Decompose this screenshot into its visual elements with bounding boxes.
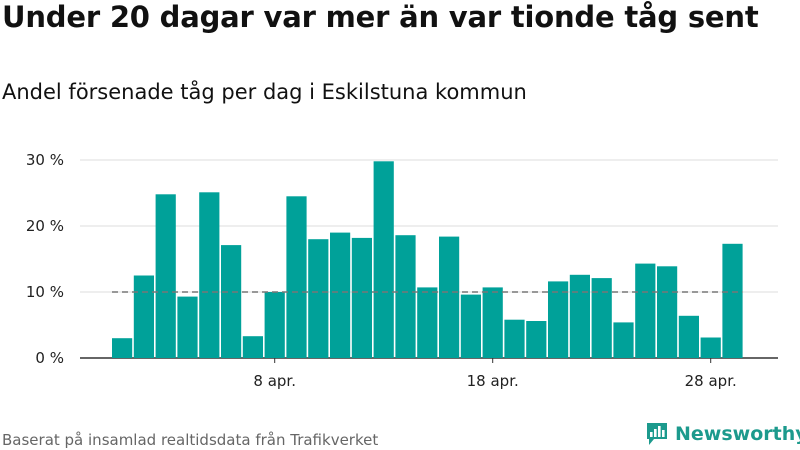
bar bbox=[526, 321, 547, 358]
bar bbox=[373, 161, 394, 358]
chart-subtitle: Andel försenade tåg per dag i Eskilstuna… bbox=[2, 80, 527, 104]
bar bbox=[221, 245, 242, 358]
bar bbox=[308, 239, 329, 358]
bar-chart: 0 % 10 % 20 % 30 % 8 apr. 18 apr. 28 apr. bbox=[26, 151, 778, 390]
y-tick-label: 10 % bbox=[26, 283, 64, 301]
source-note: Baserat på insamlad realtidsdata från Tr… bbox=[2, 431, 379, 449]
bar bbox=[700, 337, 721, 358]
x-axis-ticks: 8 apr. 18 apr. 28 apr. bbox=[253, 358, 737, 390]
y-tick-label: 0 % bbox=[35, 349, 64, 367]
x-tick-label: 8 apr. bbox=[253, 372, 296, 390]
brand-name: Newsworthy bbox=[675, 423, 800, 445]
bar bbox=[395, 235, 416, 358]
bar bbox=[504, 319, 525, 358]
y-tick-label: 30 % bbox=[26, 151, 64, 169]
bar bbox=[112, 338, 133, 358]
bar bbox=[657, 266, 678, 358]
bar bbox=[199, 192, 220, 358]
chart-title: Under 20 dagar var mer än var tionde tåg… bbox=[2, 0, 759, 34]
newsworthy-logo-icon bbox=[647, 423, 667, 445]
bar bbox=[417, 287, 438, 358]
bar bbox=[591, 278, 612, 358]
bar bbox=[569, 274, 590, 358]
y-axis-ticks: 0 % 10 % 20 % 30 % bbox=[26, 151, 64, 367]
y-tick-label: 20 % bbox=[26, 217, 64, 235]
bar bbox=[635, 263, 656, 358]
bar bbox=[330, 232, 351, 358]
x-tick-label: 28 apr. bbox=[685, 372, 737, 390]
bar bbox=[264, 292, 285, 358]
bar bbox=[177, 296, 198, 358]
bar bbox=[722, 243, 743, 358]
bar bbox=[133, 275, 154, 358]
bar bbox=[155, 194, 176, 358]
bar bbox=[548, 281, 569, 358]
bar bbox=[482, 287, 503, 358]
newsworthy-brand[interactable]: Newsworthy bbox=[645, 420, 800, 448]
bar bbox=[613, 322, 634, 358]
bar bbox=[460, 294, 481, 358]
x-tick-label: 18 apr. bbox=[467, 372, 519, 390]
bar bbox=[678, 315, 699, 358]
bar bbox=[439, 236, 460, 358]
bars bbox=[112, 161, 743, 358]
bar bbox=[351, 237, 372, 358]
bar bbox=[242, 336, 263, 358]
bar bbox=[286, 196, 307, 358]
